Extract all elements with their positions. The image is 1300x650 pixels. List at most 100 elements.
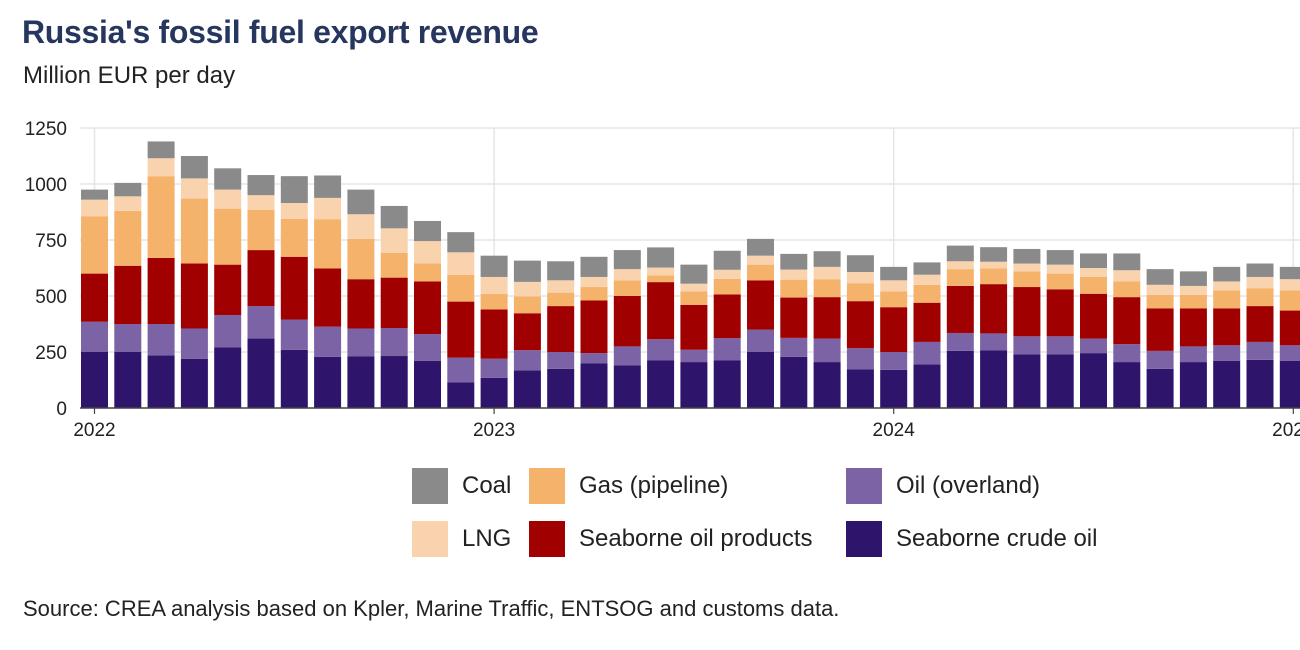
bar-segment-coal xyxy=(980,247,1008,262)
bar-segment-coal xyxy=(480,255,508,277)
bar-segment-coal xyxy=(1113,253,1141,271)
bar-segment-lng xyxy=(1046,264,1074,274)
bar-segment-lng xyxy=(1279,279,1300,291)
bar-segment-seaborne-oil-products xyxy=(1213,308,1241,346)
bar-stack xyxy=(647,247,675,408)
bar-segment-oil-overland xyxy=(813,338,841,363)
bar-segment-gas-pipeline xyxy=(747,264,774,281)
bar-stack xyxy=(447,232,475,408)
bar-segment-seaborne-crude-oil xyxy=(1179,362,1207,408)
bar-segment-gas-pipeline xyxy=(813,279,841,298)
bar-segment-seaborne-crude-oil xyxy=(1080,353,1107,408)
bar-segment-gas-pipeline xyxy=(1246,288,1274,307)
bar-segment-seaborne-oil-products xyxy=(347,279,375,329)
bar-segment-seaborne-crude-oil xyxy=(980,350,1008,408)
bar-segment-gas-pipeline xyxy=(846,283,874,302)
bar-segment-seaborne-oil-products xyxy=(813,297,841,339)
bar-stack xyxy=(414,220,441,408)
bar-segment-coal xyxy=(214,168,242,190)
bar-segment-seaborne-oil-products xyxy=(913,302,941,342)
bar-stack xyxy=(347,189,375,408)
bar-stack xyxy=(846,255,874,408)
x-tick-label: 2022 xyxy=(73,420,115,441)
bar-stack xyxy=(1046,250,1074,408)
bar-segment-lng xyxy=(946,261,974,270)
bar-segment-seaborne-crude-oil xyxy=(147,355,175,408)
bar-segment-lng xyxy=(314,197,342,220)
bar-segment-lng xyxy=(1113,270,1141,282)
bar-stack xyxy=(913,262,941,408)
bar-segment-coal xyxy=(147,141,175,159)
bar-segment-seaborne-crude-oil xyxy=(447,382,475,408)
bar-segment-oil-overland xyxy=(1246,341,1274,360)
bar-segment-gas-pipeline xyxy=(1146,294,1174,309)
bar-stack xyxy=(680,264,708,408)
bar-segment-lng xyxy=(747,255,774,265)
legend-item-coal: Coal xyxy=(412,468,511,504)
bar-segment-seaborne-oil-products xyxy=(81,273,108,322)
legend-label-seaborne-crude-oil: Seaborne crude oil xyxy=(896,525,1098,552)
bar-segment-lng xyxy=(1213,281,1241,291)
bar-segment-seaborne-oil-products xyxy=(780,297,808,338)
chart-title: Russia's fossil fuel export revenue xyxy=(22,14,539,50)
bar-segment-lng xyxy=(1146,284,1174,295)
bar-segment-coal xyxy=(1279,266,1300,280)
bar-segment-oil-overland xyxy=(147,324,175,356)
bar-stack xyxy=(613,250,641,408)
bar-segment-oil-overland xyxy=(1046,336,1074,355)
bar-segment-lng xyxy=(713,269,741,279)
bar-segment-lng xyxy=(680,283,708,292)
bar-segment-gas-pipeline xyxy=(713,278,741,295)
bar-segment-oil-overland xyxy=(780,337,808,357)
bar-segment-seaborne-crude-oil xyxy=(1146,368,1174,408)
bar-segment-lng xyxy=(1013,263,1041,272)
bar-segment-gas-pipeline xyxy=(247,209,275,251)
bar-stack xyxy=(1080,253,1107,408)
legend-item-gas-pipeline: Gas (pipeline) xyxy=(529,468,728,504)
bar-stack xyxy=(1246,263,1274,408)
bar-stack xyxy=(180,156,208,408)
bar-segment-oil-overland xyxy=(280,319,308,350)
bar-segment-oil-overland xyxy=(1279,345,1300,361)
bar-segment-seaborne-oil-products xyxy=(1013,287,1041,337)
bar-segment-seaborne-oil-products xyxy=(247,250,275,307)
bar-segment-oil-overland xyxy=(1013,336,1041,355)
bar-stack xyxy=(747,238,774,408)
bar-stack xyxy=(780,253,808,408)
y-tick-label: 750 xyxy=(35,231,67,252)
bar-segment-seaborne-crude-oil xyxy=(1046,354,1074,408)
bar-segment-seaborne-oil-products xyxy=(1113,297,1141,345)
bar-segment-coal xyxy=(580,256,608,277)
y-tick-label: 500 xyxy=(35,287,67,308)
bar-segment-seaborne-crude-oil xyxy=(846,369,874,408)
bar-segment-gas-pipeline xyxy=(147,176,175,258)
bar-segment-coal xyxy=(1179,271,1207,286)
bar-segment-seaborne-oil-products xyxy=(1146,308,1174,351)
bar-segment-gas-pipeline xyxy=(680,291,708,305)
bar-segment-coal xyxy=(1080,253,1107,268)
bar-segment-seaborne-oil-products xyxy=(980,284,1008,334)
bar-segment-coal xyxy=(880,266,908,281)
bar-segment-seaborne-crude-oil xyxy=(247,338,275,408)
legend-label-lng: LNG xyxy=(462,525,512,552)
bar-segment-oil-overland xyxy=(980,333,1008,351)
bar-segment-coal xyxy=(1246,263,1274,277)
bar-segment-lng xyxy=(147,158,175,177)
bar-segment-coal xyxy=(1046,250,1074,265)
bar-segment-gas-pipeline xyxy=(580,287,608,301)
bar-segment-lng xyxy=(347,214,375,239)
bar-stack xyxy=(1213,266,1241,408)
bar-segment-coal xyxy=(247,175,275,196)
bar-segment-seaborne-crude-oil xyxy=(580,363,608,408)
bar-segment-gas-pipeline xyxy=(1279,290,1300,311)
bar-segment-seaborne-oil-products xyxy=(380,277,408,329)
bar-segment-lng xyxy=(114,196,142,211)
bar-segment-oil-overland xyxy=(114,324,142,352)
bar-segment-seaborne-oil-products xyxy=(846,301,874,349)
bar-segment-lng xyxy=(380,228,408,253)
bar-segment-seaborne-crude-oil xyxy=(780,356,808,408)
bar-segment-gas-pipeline xyxy=(114,210,142,266)
bar-segment-oil-overland xyxy=(680,349,708,363)
bar-segment-coal xyxy=(913,262,941,275)
bar-segment-coal xyxy=(813,251,841,267)
